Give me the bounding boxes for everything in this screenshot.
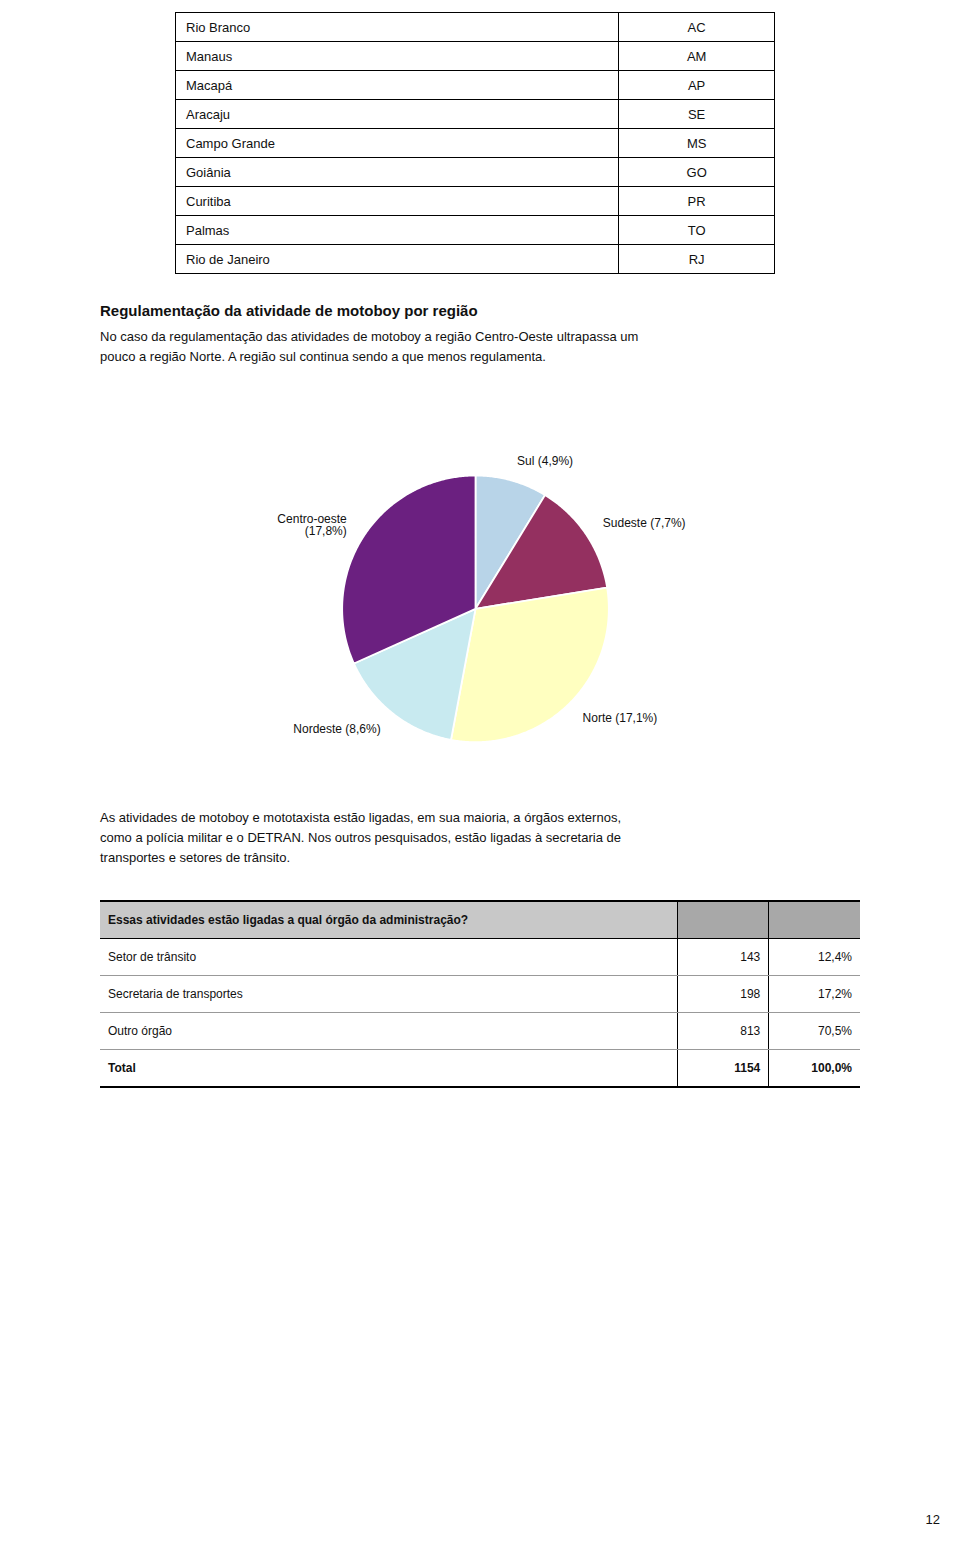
html-text:PR: PR bbox=[687, 193, 706, 209]
html-text:1154: 1154 bbox=[734, 1061, 761, 1075]
html-text:198: 198 bbox=[740, 987, 761, 1001]
html-text:Rio Branco: Rio Branco bbox=[186, 19, 251, 35]
html-text:Palmas: Palmas bbox=[186, 222, 230, 238]
html-text:Manaus: Manaus bbox=[186, 48, 233, 64]
html-text:MS: MS bbox=[686, 135, 707, 151]
svg-text:Norte (17,1%): Norte (17,1%) bbox=[583, 711, 658, 725]
html-text:813: 813 bbox=[740, 1024, 761, 1038]
html-text:Macapá: Macapá bbox=[186, 77, 233, 93]
svg-text:Sul (4,9%): Sul (4,9%) bbox=[517, 454, 573, 468]
html-text:Outro órgão: Outro órgão bbox=[108, 1024, 172, 1038]
svg-text:Centro-oeste(17,8%): Centro-oeste(17,8%) bbox=[277, 512, 347, 538]
html-text:RJ: RJ bbox=[688, 251, 705, 267]
html-text:Campo Grande: Campo Grande bbox=[186, 135, 275, 151]
html-text:transportes e setores de trâns: transportes e setores de trânsito. bbox=[100, 850, 290, 866]
html-text:TO: TO bbox=[687, 222, 706, 238]
html-text:SE: SE bbox=[688, 106, 706, 122]
html-text:GO: GO bbox=[686, 164, 707, 180]
html-text:AM: AM bbox=[686, 48, 707, 64]
html-text:pouco a região Norte. A região: pouco a região Norte. A região sul conti… bbox=[100, 349, 546, 365]
html-text:143: 143 bbox=[740, 950, 761, 964]
html-text:Regulamentação da atividade de: Regulamentação da atividade de motoboy p… bbox=[100, 302, 478, 319]
html-text:As atividades de motoboy e mot: As atividades de motoboy e mototaxista e… bbox=[100, 810, 621, 825]
html-text:70,5%: 70,5% bbox=[818, 1024, 852, 1038]
html-text:12,4%: 12,4% bbox=[818, 950, 852, 964]
svg-text:Sudeste (7,7%): Sudeste (7,7%) bbox=[603, 516, 686, 530]
html-text:12: 12 bbox=[925, 1512, 940, 1527]
html-text:AC: AC bbox=[687, 19, 706, 35]
html-text:como a polícia militar e o DET: como a polícia militar e o DETRAN. Nos o… bbox=[100, 830, 621, 846]
html-text:17,2%: 17,2% bbox=[818, 987, 852, 1001]
html-text:Aracaju: Aracaju bbox=[186, 106, 231, 122]
html-text:AP: AP bbox=[688, 77, 706, 93]
html-text:Goiânia: Goiânia bbox=[186, 164, 231, 180]
html-text:Rio de Janeiro: Rio de Janeiro bbox=[186, 251, 270, 267]
html-text:100,0%: 100,0% bbox=[811, 1061, 852, 1075]
html-text:Curitiba: Curitiba bbox=[186, 193, 231, 209]
html-text:No caso da regulamentação das: No caso da regulamentação das atividades… bbox=[100, 329, 639, 344]
html-text:Setor de trânsito: Setor de trânsito bbox=[108, 950, 197, 964]
html-text:Secretaria de transportes: Secretaria de transportes bbox=[108, 987, 243, 1001]
svg-text:Nordeste (8,6%): Nordeste (8,6%) bbox=[293, 722, 380, 736]
html-text:Essas atividades estão ligadas: Essas atividades estão ligadas a qual ór… bbox=[108, 913, 469, 927]
html-text:Total: Total bbox=[108, 1061, 136, 1075]
